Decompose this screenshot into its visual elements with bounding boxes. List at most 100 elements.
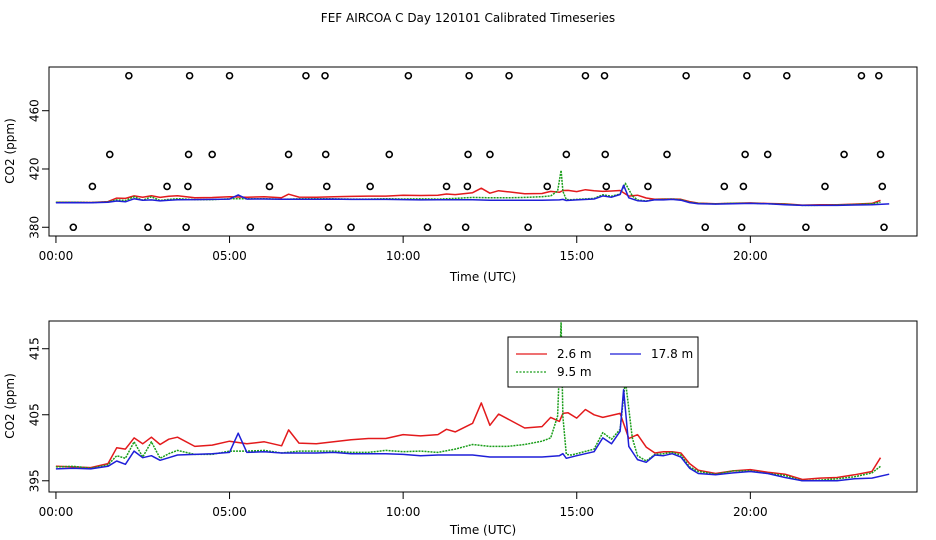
calibration-point (663, 150, 671, 159)
series-lines (55, 169, 890, 207)
calibration-point (385, 150, 394, 159)
calibration-point (321, 71, 329, 80)
calibration-point (69, 223, 78, 232)
x-tick-label: 05:00 (212, 505, 247, 519)
y-tick-label: 405 (28, 403, 42, 426)
panel-timeseries: 00:00 05:00 10:00 15:00 20:00 395 405 415 Time… (3, 320, 918, 537)
calibration-point (88, 182, 97, 191)
calibration-points (69, 71, 888, 232)
calibration-point (524, 223, 532, 232)
x-tick-label: 15:00 (559, 505, 594, 519)
calibration-point (465, 71, 473, 80)
calibration-point (442, 182, 451, 191)
calibration-point (602, 182, 611, 191)
calibration-point (782, 71, 791, 80)
x-tick-label: 00:00 (39, 505, 74, 519)
calibration-point (543, 182, 552, 191)
calibration-point (821, 182, 829, 191)
calibration-point (246, 223, 255, 232)
chart-title: FEF AIRCOA C Day 120101 Calibrated Times… (321, 11, 615, 25)
calibration-point (743, 71, 751, 80)
x-axis: 00:00 05:00 10:00 15:00 20:00 (39, 492, 768, 519)
y-axis-label: CO2 (ppm) (3, 373, 17, 439)
calibration-point (581, 71, 590, 80)
calibration-point (644, 182, 652, 191)
calibration-point (208, 150, 216, 159)
calibration-point (366, 182, 374, 191)
x-tick-label: 00:00 (39, 249, 74, 263)
plot-frame (48, 320, 918, 493)
calibration-point (302, 71, 310, 80)
calibration-point (404, 71, 413, 80)
x-axis: 00:00 05:00 10:00 15:00 20:00 (39, 236, 768, 263)
calibration-point (880, 223, 888, 232)
x-tick-label: 20:00 (733, 249, 768, 263)
calibration-point (347, 223, 355, 232)
x-tick-label: 10:00 (386, 249, 421, 263)
legend-label-9-5m: 9.5 m (557, 365, 592, 379)
series-line-17-8-m (55, 184, 890, 207)
calibration-point (600, 71, 609, 80)
y-axis: 395 405 415 (28, 337, 49, 492)
calibration-point (601, 150, 610, 159)
calibration-point (322, 182, 331, 191)
calibration-point (878, 182, 887, 191)
legend-label-2-6m: 2.6 m (557, 347, 592, 361)
calibration-point (225, 71, 234, 80)
calibration-point (857, 71, 866, 80)
y-tick-label: 380 (28, 216, 42, 239)
calibration-point (739, 182, 748, 191)
series-line-9-5-m (55, 321, 881, 482)
calibration-point (321, 150, 330, 159)
y-tick-label: 415 (28, 337, 42, 360)
calibration-point (182, 223, 190, 232)
y-tick-label: 395 (28, 469, 42, 492)
calibration-point (163, 182, 171, 191)
legend: 2.6 m 9.5 m 17.8 m (507, 336, 699, 388)
legend-label-17-8m: 17.8 m (651, 347, 693, 361)
calibration-point (604, 223, 612, 232)
calibration-point (265, 182, 274, 191)
calibration-point (682, 71, 690, 80)
y-axis: 380 420 460 (28, 99, 49, 239)
x-axis-label: Time (UTC) (449, 523, 516, 537)
calibration-point (625, 223, 633, 232)
calibration-point (741, 150, 749, 159)
calibration-point (875, 71, 883, 80)
calibration-point (185, 71, 194, 80)
y-tick-label: 460 (28, 99, 42, 122)
y-tick-label: 420 (28, 158, 42, 181)
x-tick-label: 15:00 (559, 249, 594, 263)
calibration-point (184, 150, 193, 159)
calibration-point (144, 223, 152, 232)
calibration-point (463, 182, 472, 191)
calibration-point (486, 150, 494, 159)
calibration-point (324, 223, 333, 232)
panel-calibration: 00:00 05:00 10:00 15:00 20:00 380 420 460 Time… (3, 66, 918, 284)
calibration-point (464, 150, 472, 159)
calibration-point (876, 150, 885, 159)
x-axis-label: Time (UTC) (449, 270, 516, 284)
series-line-2-6-m (55, 402, 882, 481)
series-line-2-6-m (55, 187, 881, 206)
calibration-point (184, 182, 192, 191)
series-line-17-8-m (55, 388, 890, 482)
plot-frame (48, 66, 918, 237)
calibration-point (562, 150, 571, 159)
calibration-point (763, 150, 772, 159)
calibration-point (125, 71, 133, 80)
calibration-point (505, 71, 513, 80)
legend-box (507, 336, 699, 388)
calibration-point (284, 150, 293, 159)
calibration-point (701, 223, 710, 232)
y-axis-label: CO2 (ppm) (3, 118, 17, 184)
calibration-point (840, 150, 848, 159)
series-lines (55, 321, 890, 482)
x-tick-label: 05:00 (212, 249, 247, 263)
calibration-point (802, 223, 810, 232)
calibration-point (720, 182, 729, 191)
x-tick-label: 20:00 (733, 505, 768, 519)
calibration-point (105, 150, 114, 159)
calibration-point (423, 223, 432, 232)
